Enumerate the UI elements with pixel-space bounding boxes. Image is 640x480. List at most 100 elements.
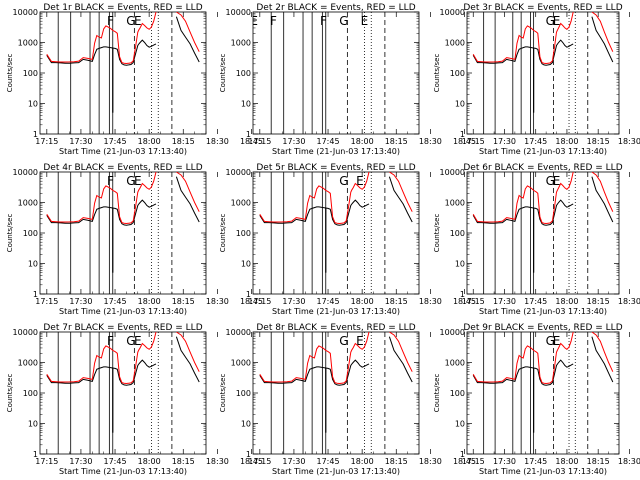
x-tick-label: 18:00 xyxy=(138,137,161,146)
y-tick-label: 100 xyxy=(23,69,38,78)
y-tick-label: 100 xyxy=(23,389,38,398)
y-tick-label: 1 xyxy=(246,130,251,139)
series-lld-tail xyxy=(176,172,200,212)
x-tick-label: 17:30 xyxy=(282,297,305,306)
y-axis-label: Counts/sec xyxy=(6,214,14,253)
interval-letter: G xyxy=(546,334,555,348)
series-events xyxy=(259,359,370,386)
y-tick-label: 100 xyxy=(450,229,465,238)
x-tick-label: 17:15 xyxy=(248,137,271,146)
x-axis-label: Start Time (21-Jun-03 17:13:40) xyxy=(59,467,187,476)
x-tick-label: 17:30 xyxy=(493,457,516,466)
y-tick-label: 1 xyxy=(246,290,251,299)
series-lld-tail xyxy=(176,332,200,372)
panel-title: Det 7r BLACK = Events, RED = LLD xyxy=(43,323,202,333)
x-tick-label: 18:15 xyxy=(587,137,610,146)
series-events-tail xyxy=(175,16,200,63)
x-tick-label: 18:30 xyxy=(206,457,229,466)
y-tick-label: 10000 xyxy=(440,328,465,337)
x-tick-label: 17:30 xyxy=(69,297,92,306)
y-axis-label: Counts/sec xyxy=(219,214,227,253)
y-tick-label: 1000 xyxy=(231,199,251,208)
panel-5: Det 5r BLACK = Events, RED = LLD 1 10 100 10… xyxy=(219,163,476,316)
interval-letter: F xyxy=(107,174,114,188)
y-tick-label: 1 xyxy=(460,290,465,299)
series-lld-tail xyxy=(591,332,614,372)
interval-letter: E xyxy=(553,174,561,188)
x-tick-label: 18:15 xyxy=(172,457,195,466)
y-tick-label: 100 xyxy=(236,69,251,78)
interval-letter: E xyxy=(553,14,561,28)
y-tick-label: 10 xyxy=(28,260,38,269)
panel-title: Det 6r BLACK = Events, RED = LLD xyxy=(463,163,622,173)
x-tick-label: 17:15 xyxy=(462,137,485,146)
x-tick-label: 17:30 xyxy=(493,137,516,146)
x-tick-label: 17:30 xyxy=(69,137,92,146)
panel-title: Det 9r BLACK = Events, RED = LLD xyxy=(463,323,622,333)
interval-letter: G xyxy=(339,174,348,188)
interval-letter: G xyxy=(126,174,135,188)
y-tick-label: 10000 xyxy=(440,8,465,17)
x-tick-label: 18:00 xyxy=(138,297,161,306)
interval-letter: G xyxy=(126,334,135,348)
x-tick-label: 18:00 xyxy=(351,137,374,146)
panel-7: Det 7r BLACK = Events, RED = LLD 1 10 100 10… xyxy=(6,323,263,476)
x-axis-label: Start Time (21-Jun-03 17:13:40) xyxy=(59,307,187,316)
y-tick-label: 1 xyxy=(33,290,38,299)
x-tick-label: 18:15 xyxy=(172,137,195,146)
y-axis-label: Counts/sec xyxy=(433,374,441,413)
x-tick-label: 17:45 xyxy=(524,137,547,146)
y-axis-label: Counts/sec xyxy=(6,54,14,93)
x-axis-label: Start Time (21-Jun-03 17:13:40) xyxy=(479,147,607,156)
x-tick-label: 17:30 xyxy=(282,457,305,466)
panel-plot-area: GE xyxy=(472,12,614,134)
y-tick-label: 10000 xyxy=(226,168,251,177)
series-lld-tail xyxy=(389,332,413,372)
panel-plot-area: F GE xyxy=(46,332,200,454)
series-events xyxy=(46,39,157,66)
y-tick-label: 100 xyxy=(23,229,38,238)
series-events xyxy=(472,199,574,226)
series-lld-tail xyxy=(591,172,614,212)
y-tick-label: 1000 xyxy=(231,39,251,48)
panel-title: Det 8r BLACK = Events, RED = LLD xyxy=(256,323,415,333)
x-tick-label: 18:30 xyxy=(206,297,229,306)
x-tick-label: 18:45 xyxy=(240,297,263,306)
interval-letter: G xyxy=(339,334,348,348)
y-tick-label: 1000 xyxy=(18,359,38,368)
y-tick-label: 1 xyxy=(33,450,38,459)
x-tick-label: 17:30 xyxy=(493,297,516,306)
series-events xyxy=(472,39,574,66)
x-tick-label: 18:00 xyxy=(351,297,374,306)
y-tick-label: 100 xyxy=(236,389,251,398)
x-tick-label: 18:30 xyxy=(618,137,640,146)
interval-letter: E xyxy=(553,334,561,348)
y-tick-label: 10000 xyxy=(13,168,38,177)
y-tick-label: 1000 xyxy=(231,359,251,368)
panel-8: Det 8r BLACK = Events, RED = LLD 1 10 100 10… xyxy=(219,323,476,476)
series-events-tail xyxy=(388,336,413,383)
interval-letter: E xyxy=(356,174,364,188)
x-tick-label: 18:30 xyxy=(206,137,229,146)
x-tick-label: 17:45 xyxy=(317,137,340,146)
y-axis-label: Counts/sec xyxy=(6,374,14,413)
x-tick-label: 18:15 xyxy=(385,297,408,306)
panel-title: Det 2r BLACK = Events, RED = LLD xyxy=(256,3,415,13)
x-tick-label: 18:45 xyxy=(453,297,476,306)
series-events-tail xyxy=(591,176,614,223)
series-lld xyxy=(259,332,370,385)
series-events-tail xyxy=(591,16,614,63)
x-tick-label: 18:00 xyxy=(351,457,374,466)
x-tick-label: 17:45 xyxy=(104,297,127,306)
y-tick-label: 10 xyxy=(455,100,465,109)
x-tick-label: 18:15 xyxy=(587,297,610,306)
panel-title: Det 3r BLACK = Events, RED = LLD xyxy=(463,3,622,13)
series-lld xyxy=(46,332,157,385)
x-tick-label: 18:45 xyxy=(453,457,476,466)
series-lld xyxy=(46,172,157,225)
x-tick-label: 17:45 xyxy=(104,137,127,146)
interval-letter: G xyxy=(546,14,555,28)
series-events-tail xyxy=(175,336,200,383)
